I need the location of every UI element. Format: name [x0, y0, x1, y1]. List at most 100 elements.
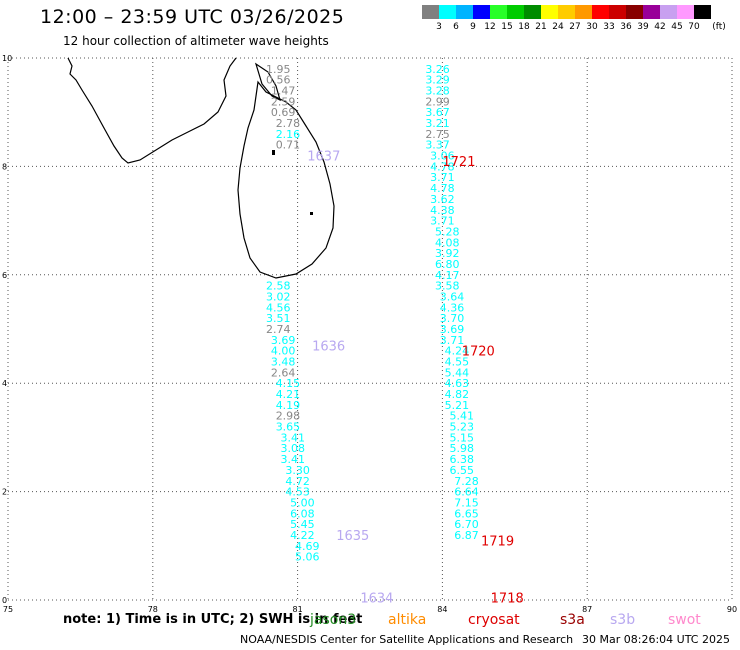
wave-height-value: 4.56 — [266, 301, 291, 314]
legend-swatch — [541, 5, 558, 19]
wave-height-value: 2.74 — [266, 323, 291, 336]
legend-label: 18 — [518, 22, 530, 32]
pass-time-label: 1636 — [312, 339, 345, 354]
sri-lanka-north-tip — [254, 62, 281, 102]
wave-height-value: 4.82 — [445, 388, 470, 401]
wave-height-value: 6.87 — [454, 529, 479, 542]
legend-swatch — [507, 5, 524, 19]
legend-swatch — [456, 5, 473, 19]
wave-height-value: 4.00 — [271, 345, 296, 358]
wave-height-value: 6.80 — [435, 258, 460, 271]
wave-height-value: 3.41 — [281, 453, 306, 466]
sri-lanka-coastline — [237, 80, 335, 279]
wave-height-value: 3.30 — [285, 464, 310, 477]
wave-height-value: 1.95 — [266, 63, 291, 76]
legend-swatch — [660, 5, 677, 19]
x-tick-label: 87 — [582, 605, 592, 614]
pass-time-label: 1719 — [481, 534, 514, 549]
legend-label: 30 — [586, 22, 598, 32]
legend-label: 15 — [501, 22, 513, 32]
legend-label: 33 — [603, 22, 615, 32]
legend-label: 9 — [470, 22, 476, 32]
wave-height-value: 6.55 — [449, 464, 474, 477]
x-tick-label: 81 — [293, 605, 303, 614]
legend-swatch — [473, 5, 490, 19]
satellite-name: altika — [388, 612, 427, 628]
wave-height-value: 6.38 — [449, 453, 474, 466]
wave-height-value: 7.28 — [454, 475, 479, 488]
wave-height-value: 5.00 — [290, 496, 315, 509]
wave-height-value: 3.29 — [425, 74, 450, 87]
pass-time-label: 1637 — [307, 150, 340, 165]
wave-height-value: 5.98 — [449, 442, 474, 455]
wave-height-value: 3.92 — [435, 247, 460, 260]
wave-height-value: 0.56 — [266, 74, 291, 87]
y-tick-label: 10 — [2, 54, 12, 63]
wave-height-value: 3.62 — [430, 193, 455, 206]
wave-height-value: 2.58 — [266, 280, 291, 293]
satellite-name: s3a — [560, 612, 585, 628]
wave-height-value: 4.72 — [285, 475, 310, 488]
legend-unit: (ft) — [712, 22, 726, 32]
legend-label: 70 — [688, 22, 700, 32]
satellite-name: s3b — [610, 612, 636, 628]
wave-height-value: 2.98 — [276, 410, 301, 423]
wave-height-value: 2.78 — [276, 117, 301, 130]
island-dot — [272, 150, 275, 155]
wave-height-value: 4.21 — [276, 388, 301, 401]
wave-height-value: 4.53 — [285, 486, 310, 499]
legend-swatch — [575, 5, 592, 19]
pass-time-label: 1721 — [442, 155, 475, 170]
wave-height-value: 5.44 — [445, 366, 470, 379]
footnote: note: 1) Time is in UTC; 2) SWH is in fe… — [63, 612, 363, 627]
coastline — [67, 57, 335, 279]
legend-swatch — [626, 5, 643, 19]
wave-height-value: 3.28 — [425, 85, 450, 98]
wave-height-value: 4.78 — [430, 160, 455, 173]
wave-height-value: 2.99 — [425, 95, 450, 108]
wave-height-value: 3.37 — [425, 139, 450, 152]
wave-height-value: 4.36 — [440, 301, 465, 314]
wave-height-value: 2.75 — [425, 128, 450, 141]
wave-height-value: 5.15 — [449, 431, 474, 444]
wave-height-value: 5.21 — [445, 399, 470, 412]
wave-height-value: 3.06 — [430, 150, 455, 163]
wave-height-value: 3.71 — [430, 171, 455, 184]
wave-height-value: 7.15 — [454, 496, 479, 509]
wave-height-value: 5.06 — [295, 551, 320, 564]
legend-label: 45 — [671, 22, 683, 32]
legend-swatch — [439, 5, 456, 19]
wave-height-value: 3.51 — [266, 312, 291, 325]
x-tick-label: 84 — [437, 605, 447, 614]
map-grid — [7, 57, 733, 601]
legend-label: 12 — [484, 22, 496, 32]
x-tick-label: 90 — [727, 605, 737, 614]
x-tick-label: 78 — [148, 605, 158, 614]
legend-label: 21 — [535, 22, 547, 32]
wave-height-value: 4.15 — [276, 377, 301, 390]
pass-time-label: 1635 — [336, 529, 369, 544]
map-subtitle: 12 hour collection of altimeter wave hei… — [63, 34, 329, 48]
wave-height-value: 3.65 — [276, 421, 301, 434]
x-tick-label: 75 — [3, 605, 13, 614]
wave-height-value: 3.71 — [430, 215, 455, 228]
y-tick-label: 4 — [2, 379, 7, 388]
satellite-name: jason3 — [310, 612, 357, 628]
wave-height-value: 4.63 — [445, 377, 470, 390]
india-coastline — [67, 57, 237, 164]
wave-height-value: 4.24 — [445, 345, 470, 358]
map-title: 12:00 – 23:59 UTC 03/26/2025 — [40, 6, 345, 28]
wave-height-value: 3.58 — [435, 280, 460, 293]
pass-time-label: 1634 — [360, 591, 393, 606]
y-tick-label: 2 — [2, 488, 7, 497]
y-tick-label: 0 — [2, 596, 7, 605]
legend-swatch — [677, 5, 694, 19]
wave-height-value: 3.71 — [440, 334, 465, 347]
wave-height-value: 0.69 — [271, 106, 296, 119]
legend-label: 3 — [436, 22, 442, 32]
legend-swatch — [524, 5, 541, 19]
wave-height-value: 3.69 — [440, 323, 465, 336]
legend-label: 42 — [654, 22, 666, 32]
wave-height-value: 2.64 — [271, 366, 296, 379]
